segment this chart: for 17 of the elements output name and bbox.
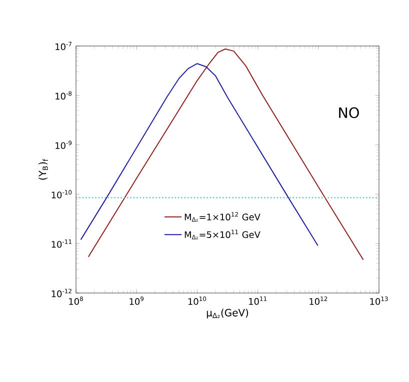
x-axis-title: μ$_{Δ₂}$(GeV) [206,308,248,318]
y-axis-title: (Y$_{B}$)$_{f}$ [38,158,48,180]
y-tick-label: 10$^{-9}$ [56,140,72,149]
y-tick-label: 10$^{-12}$ [52,288,72,298]
y-tick-label: 10$^{-11}$ [52,239,72,248]
y-tick-label: 10$^{-10}$ [52,190,72,198]
x-tick-label: 10$^{8}$ [69,296,83,305]
y-tick-label: 10$^{-8}$ [56,91,72,100]
y-tick-label: 10$^{-7}$ [56,42,72,50]
x-tick-label: 10$^{12}$ [310,296,328,305]
annotation: NO [339,107,359,118]
x-tick-label: 10$^{13}$ [370,296,388,305]
x-tick-label: 10$^{11}$ [249,296,267,305]
x-tick-label: 10$^{9}$ [130,296,144,305]
x-tick-label: 10$^{10}$ [188,296,206,305]
legend-label: M$_{Δ₂}$=1×10$^{12}$ GeV [184,212,260,222]
legend-label: M$_{Δ₂}$=5×10$^{11}$ GeV [184,230,260,240]
